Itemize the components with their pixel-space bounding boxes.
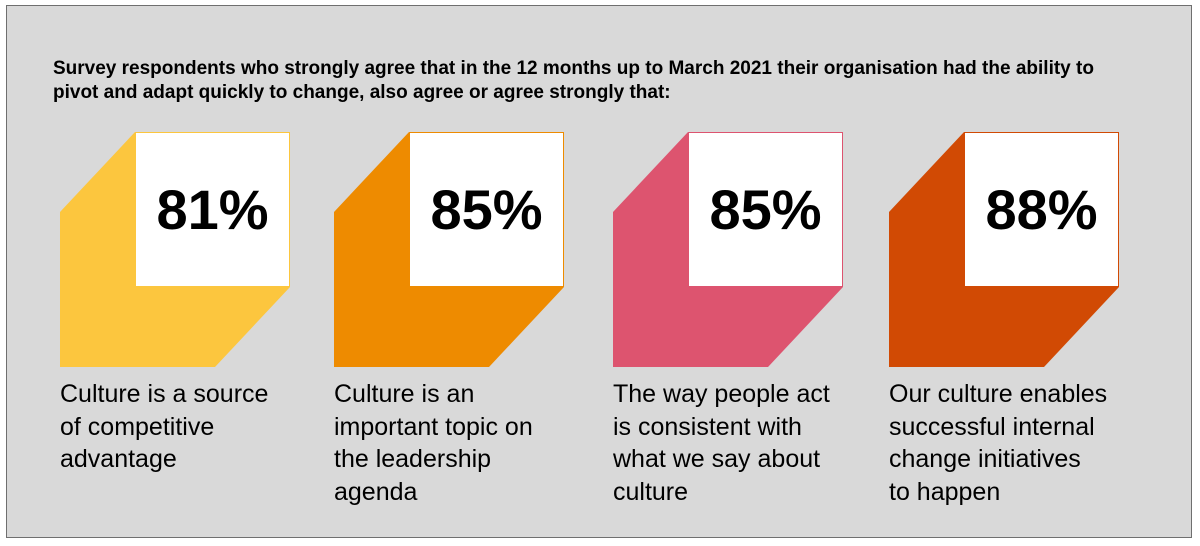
percentage-box	[964, 132, 1119, 287]
stat-caption: Our culture enables successful internal …	[889, 380, 1108, 506]
survey-headline: Survey respondents who strongly agree th…	[53, 58, 1094, 103]
percentage-value: 85%	[430, 178, 543, 241]
stat-caption: Culture is an important topic on the lea…	[334, 380, 533, 506]
stat-caption: Culture is a source of competitive advan…	[60, 380, 269, 473]
percentage-box	[409, 132, 564, 287]
infographic-panel: Survey respondents who strongly agree th…	[6, 5, 1192, 538]
percentage-box	[135, 132, 290, 287]
stat-card-people-act-consistently: 85% The way people act is consistent wit…	[613, 132, 883, 532]
percentage-value: 81%	[156, 178, 269, 241]
stat-card-culture-competitive-advantage: 81% Culture is a source of competitive a…	[60, 132, 330, 532]
percentage-value: 85%	[709, 178, 822, 241]
percentage-value: 88%	[985, 178, 1098, 241]
stat-caption: The way people act is consistent with wh…	[613, 380, 830, 506]
stat-card-change-initiatives: 88% Our culture enables successful inter…	[889, 132, 1159, 532]
percentage-box	[688, 132, 843, 287]
stat-card-leadership-agenda: 85% Culture is an important topic on the…	[334, 132, 604, 532]
